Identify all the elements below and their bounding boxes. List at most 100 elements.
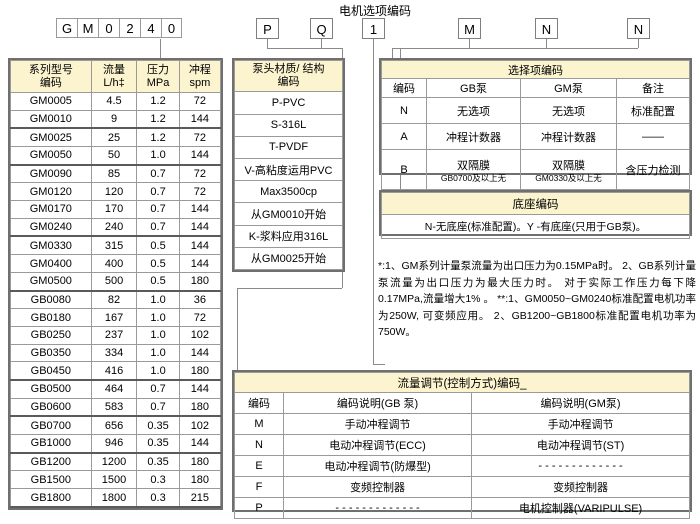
spec-value-cell: 102 xyxy=(178,325,222,345)
spec-model-cell: GB1500 xyxy=(10,470,92,490)
table-row: A 冲程计数器 冲程计数器 —— xyxy=(381,123,690,150)
connector-base-h xyxy=(400,48,638,49)
base-content-cell: N-无底座(标准配置)。Y -有底座(只用于GB泵)。 xyxy=(381,214,690,239)
spec-value-cell: 0.7 xyxy=(136,379,180,399)
flow-title-row: 流量调节(控制方式)编码_ xyxy=(234,372,690,393)
spec-value-cell: 1200 xyxy=(90,452,138,472)
spec-value-cell: 0.7 xyxy=(136,164,180,184)
table-row: GB1800 1800 0.3 215 xyxy=(10,488,222,509)
spec-value-cell: 0.7 xyxy=(136,182,180,202)
spec-value-cell: 144 xyxy=(178,254,222,273)
option-column-header-3: 备注 xyxy=(616,78,690,98)
spec-value-cell: 180 xyxy=(178,397,222,418)
series-code-char-2: 0 xyxy=(98,18,119,38)
spec-value-cell: 180 xyxy=(178,452,222,472)
table-row: GB0500 464 0.7 144 xyxy=(10,379,222,399)
motor-option-label: 电机选项编码 xyxy=(339,4,412,18)
spec-value-cell: 1.2 xyxy=(136,127,180,148)
connector-material-drop xyxy=(342,48,343,58)
base-code-box: N xyxy=(627,18,650,39)
spec-value-cell: 1.2 xyxy=(136,92,180,111)
table-row: N 无选项 无选项 标准配置 xyxy=(381,97,690,124)
flow-column-header-1: 编码说明(GB 泵) xyxy=(282,392,473,414)
option-gb-cell: 冲程计数器 xyxy=(426,123,521,150)
spec-model-cell: GM0400 xyxy=(10,254,92,273)
list-item: 从GM0010开始 xyxy=(234,202,343,226)
spec-model-cell: GM0025 xyxy=(10,127,92,148)
spec-value-cell: 0.7 xyxy=(136,200,180,219)
spec-value-cell: 464 xyxy=(90,379,138,399)
option-note-cell: 含压力检测 xyxy=(616,149,690,190)
spec-model-cell: GB1000 xyxy=(10,434,92,454)
connector-structure-v xyxy=(321,39,322,48)
flow-gm-cell: 手动冲程调节 xyxy=(471,413,690,435)
spec-value-cell: 1.0 xyxy=(136,343,180,363)
table-row: GM0050 50 1.0 144 xyxy=(10,146,222,166)
spec-value-cell: 144 xyxy=(178,235,222,256)
pump-head-code-box: P xyxy=(256,18,279,39)
option-code-table: 选择项编码 编码 GB泵 GM泵 备注 N 无选项 无选项 标准配置 A 冲程计数器 冲程计数器 —— B… xyxy=(379,58,692,190)
spec-value-cell: 180 xyxy=(178,271,222,292)
spec-value-cell: 167 xyxy=(90,308,138,327)
series-code-char-5: 0 xyxy=(161,18,182,38)
spec-model-cell: GB0080 xyxy=(10,290,92,310)
spec-value-cell: 0.5 xyxy=(136,271,180,292)
spec-value-cell: 240 xyxy=(90,217,138,238)
flow-code-cell: N xyxy=(234,434,284,456)
flow-gb-cell: - - - - - - - - - - - - - xyxy=(282,497,473,519)
connector-motor-h xyxy=(373,364,385,365)
option-code-cell: N xyxy=(381,97,427,124)
flow-gb-cell: 电动冲程调节(防爆型) xyxy=(282,455,473,477)
spec-value-cell: 0.7 xyxy=(136,217,180,238)
flow-gm-cell: 电动冲程调节(ST) xyxy=(471,434,690,456)
spec-value-cell: 237 xyxy=(90,325,138,345)
spec-value-cell: 1500 xyxy=(90,470,138,490)
table-row: M 手动冲程调节 手动冲程调节 xyxy=(234,413,690,435)
material-header-cell: 泵头材质/ 结构 编码 xyxy=(234,59,343,93)
spec-model-cell: GM0170 xyxy=(10,200,92,219)
connector-motor-v xyxy=(373,39,374,364)
flow-gb-cell: 电动冲程调节(ECC) xyxy=(282,434,473,456)
spec-value-cell: 0.35 xyxy=(136,434,180,454)
spec-model-cell: GM0330 xyxy=(10,235,92,256)
table-row: GM0025 25 1.2 72 xyxy=(10,127,222,148)
material-option-cell: V-高粘度运用PVC xyxy=(234,157,343,182)
spec-value-cell: 144 xyxy=(178,200,222,219)
footnote-text: *:1、GM系列计量泵流量为出口压力为0.15MPa时。 2、GB系列计量泵流量… xyxy=(378,260,696,338)
spec-value-cell: 144 xyxy=(178,109,222,130)
connector-option-drop xyxy=(392,48,393,58)
connector-material-bottom xyxy=(342,272,343,288)
table-row: GB0080 82 1.0 36 xyxy=(10,290,222,310)
list-item: 从GM0025开始 xyxy=(234,246,343,271)
table-row: GB1000 946 0.35 144 xyxy=(10,434,222,454)
flow-code-cell: E xyxy=(234,455,284,477)
spec-value-cell: 72 xyxy=(178,127,222,148)
spec-value-cell: 0.7 xyxy=(136,397,180,418)
spec-value-cell: 144 xyxy=(178,217,222,238)
spec-value-cell: 583 xyxy=(90,397,138,418)
flow-code-cell: P xyxy=(234,497,284,519)
list-item: T-PVDF xyxy=(234,135,343,159)
spec-model-cell: GB1200 xyxy=(10,452,92,472)
spec-value-cell: 102 xyxy=(178,415,222,436)
series-code-char-4: 4 xyxy=(140,18,161,38)
spec-model-cell: GB0500 xyxy=(10,379,92,399)
spec-value-cell: 334 xyxy=(90,343,138,363)
spec-model-cell: GB0600 xyxy=(10,397,92,418)
connector-pumphead-h xyxy=(267,48,342,49)
spec-header-cell-3: 冲程 spm xyxy=(178,60,222,93)
list-item: V-高粘度运用PVC xyxy=(234,157,343,182)
spec-value-cell: 1.0 xyxy=(136,325,180,345)
spec-value-cell: 315 xyxy=(90,235,138,256)
list-item: K-浆料应用316L xyxy=(234,224,343,248)
spec-value-cell: 72 xyxy=(178,92,222,111)
spec-value-cell: 25 xyxy=(90,127,138,148)
flow-table-title: 流量调节(控制方式)编码_ xyxy=(234,372,690,393)
flow-gb-cell: 变频控制器 xyxy=(282,476,473,498)
list-item: S-316L xyxy=(234,113,343,137)
material-option-cell: Max3500cp xyxy=(234,180,343,204)
table-row: GB0180 167 1.0 72 xyxy=(10,308,222,327)
table-row: GM0010 9 1.2 144 xyxy=(10,109,222,130)
series-code-char-3: 2 xyxy=(119,18,140,38)
